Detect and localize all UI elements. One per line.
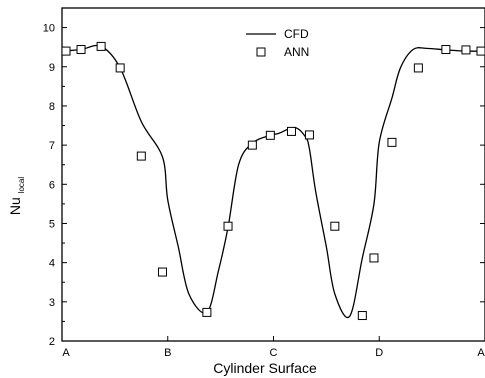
- ann-marker: [461, 45, 471, 55]
- legend: CFD ANN: [246, 27, 309, 59]
- y-axis-ticks: 2 3 4 5 6 7 8 9 10: [43, 23, 485, 348]
- svg-text:Nu local: Nu local: [7, 177, 26, 215]
- legend-cfd-label: CFD: [284, 27, 309, 41]
- y-axis-title-subscript: local: [17, 177, 26, 194]
- ann-marker: [202, 307, 212, 317]
- y-axis-title: Nu local: [7, 177, 26, 215]
- ann-marker: [286, 126, 296, 136]
- x-tick-label: D: [375, 347, 383, 359]
- ann-marker: [441, 45, 451, 55]
- y-tick-label: 9: [49, 62, 55, 74]
- y-axis-title-main: Nu: [7, 197, 23, 215]
- ann-marker: [476, 46, 485, 56]
- ann-marker: [357, 311, 367, 321]
- legend-ann-label: ANN: [284, 45, 309, 59]
- series-line-cfd: [61, 44, 485, 319]
- plot-area: 2 3 4 5 6 7 8 9 10 A B C D A: [43, 7, 485, 359]
- ann-marker: [265, 130, 275, 140]
- y-tick-label: 3: [49, 297, 55, 309]
- ann-marker: [413, 63, 423, 73]
- x-tick-label: A: [62, 347, 70, 359]
- ann-marker: [330, 221, 340, 231]
- ann-marker: [223, 221, 233, 231]
- ann-marker: [247, 140, 257, 150]
- plot-frame: [61, 7, 485, 342]
- ann-marker: [61, 46, 71, 56]
- ann-marker: [76, 45, 86, 55]
- ann-marker: [157, 267, 167, 277]
- y-tick-label: 8: [49, 101, 55, 113]
- y-tick-label: 6: [49, 179, 55, 191]
- y-tick-label: 7: [49, 140, 55, 152]
- ann-marker: [304, 130, 314, 140]
- x-axis-title: Cylinder Surface: [213, 360, 317, 376]
- y-tick-label: 4: [49, 258, 55, 270]
- series-markers: [61, 41, 485, 321]
- y-tick-label: 10: [43, 23, 55, 35]
- series-lines: [61, 44, 485, 319]
- y-tick-label: 5: [49, 218, 55, 230]
- y-tick-label: 2: [49, 336, 55, 348]
- ann-marker: [96, 41, 106, 51]
- ann-marker: [115, 63, 125, 73]
- legend-ann-marker: [256, 47, 266, 57]
- ann-marker: [369, 253, 379, 263]
- x-tick-label: B: [164, 347, 171, 359]
- x-tick-label: C: [270, 347, 278, 359]
- ann-marker: [387, 137, 397, 147]
- ann-marker: [136, 151, 146, 161]
- x-tick-label: A: [477, 347, 485, 359]
